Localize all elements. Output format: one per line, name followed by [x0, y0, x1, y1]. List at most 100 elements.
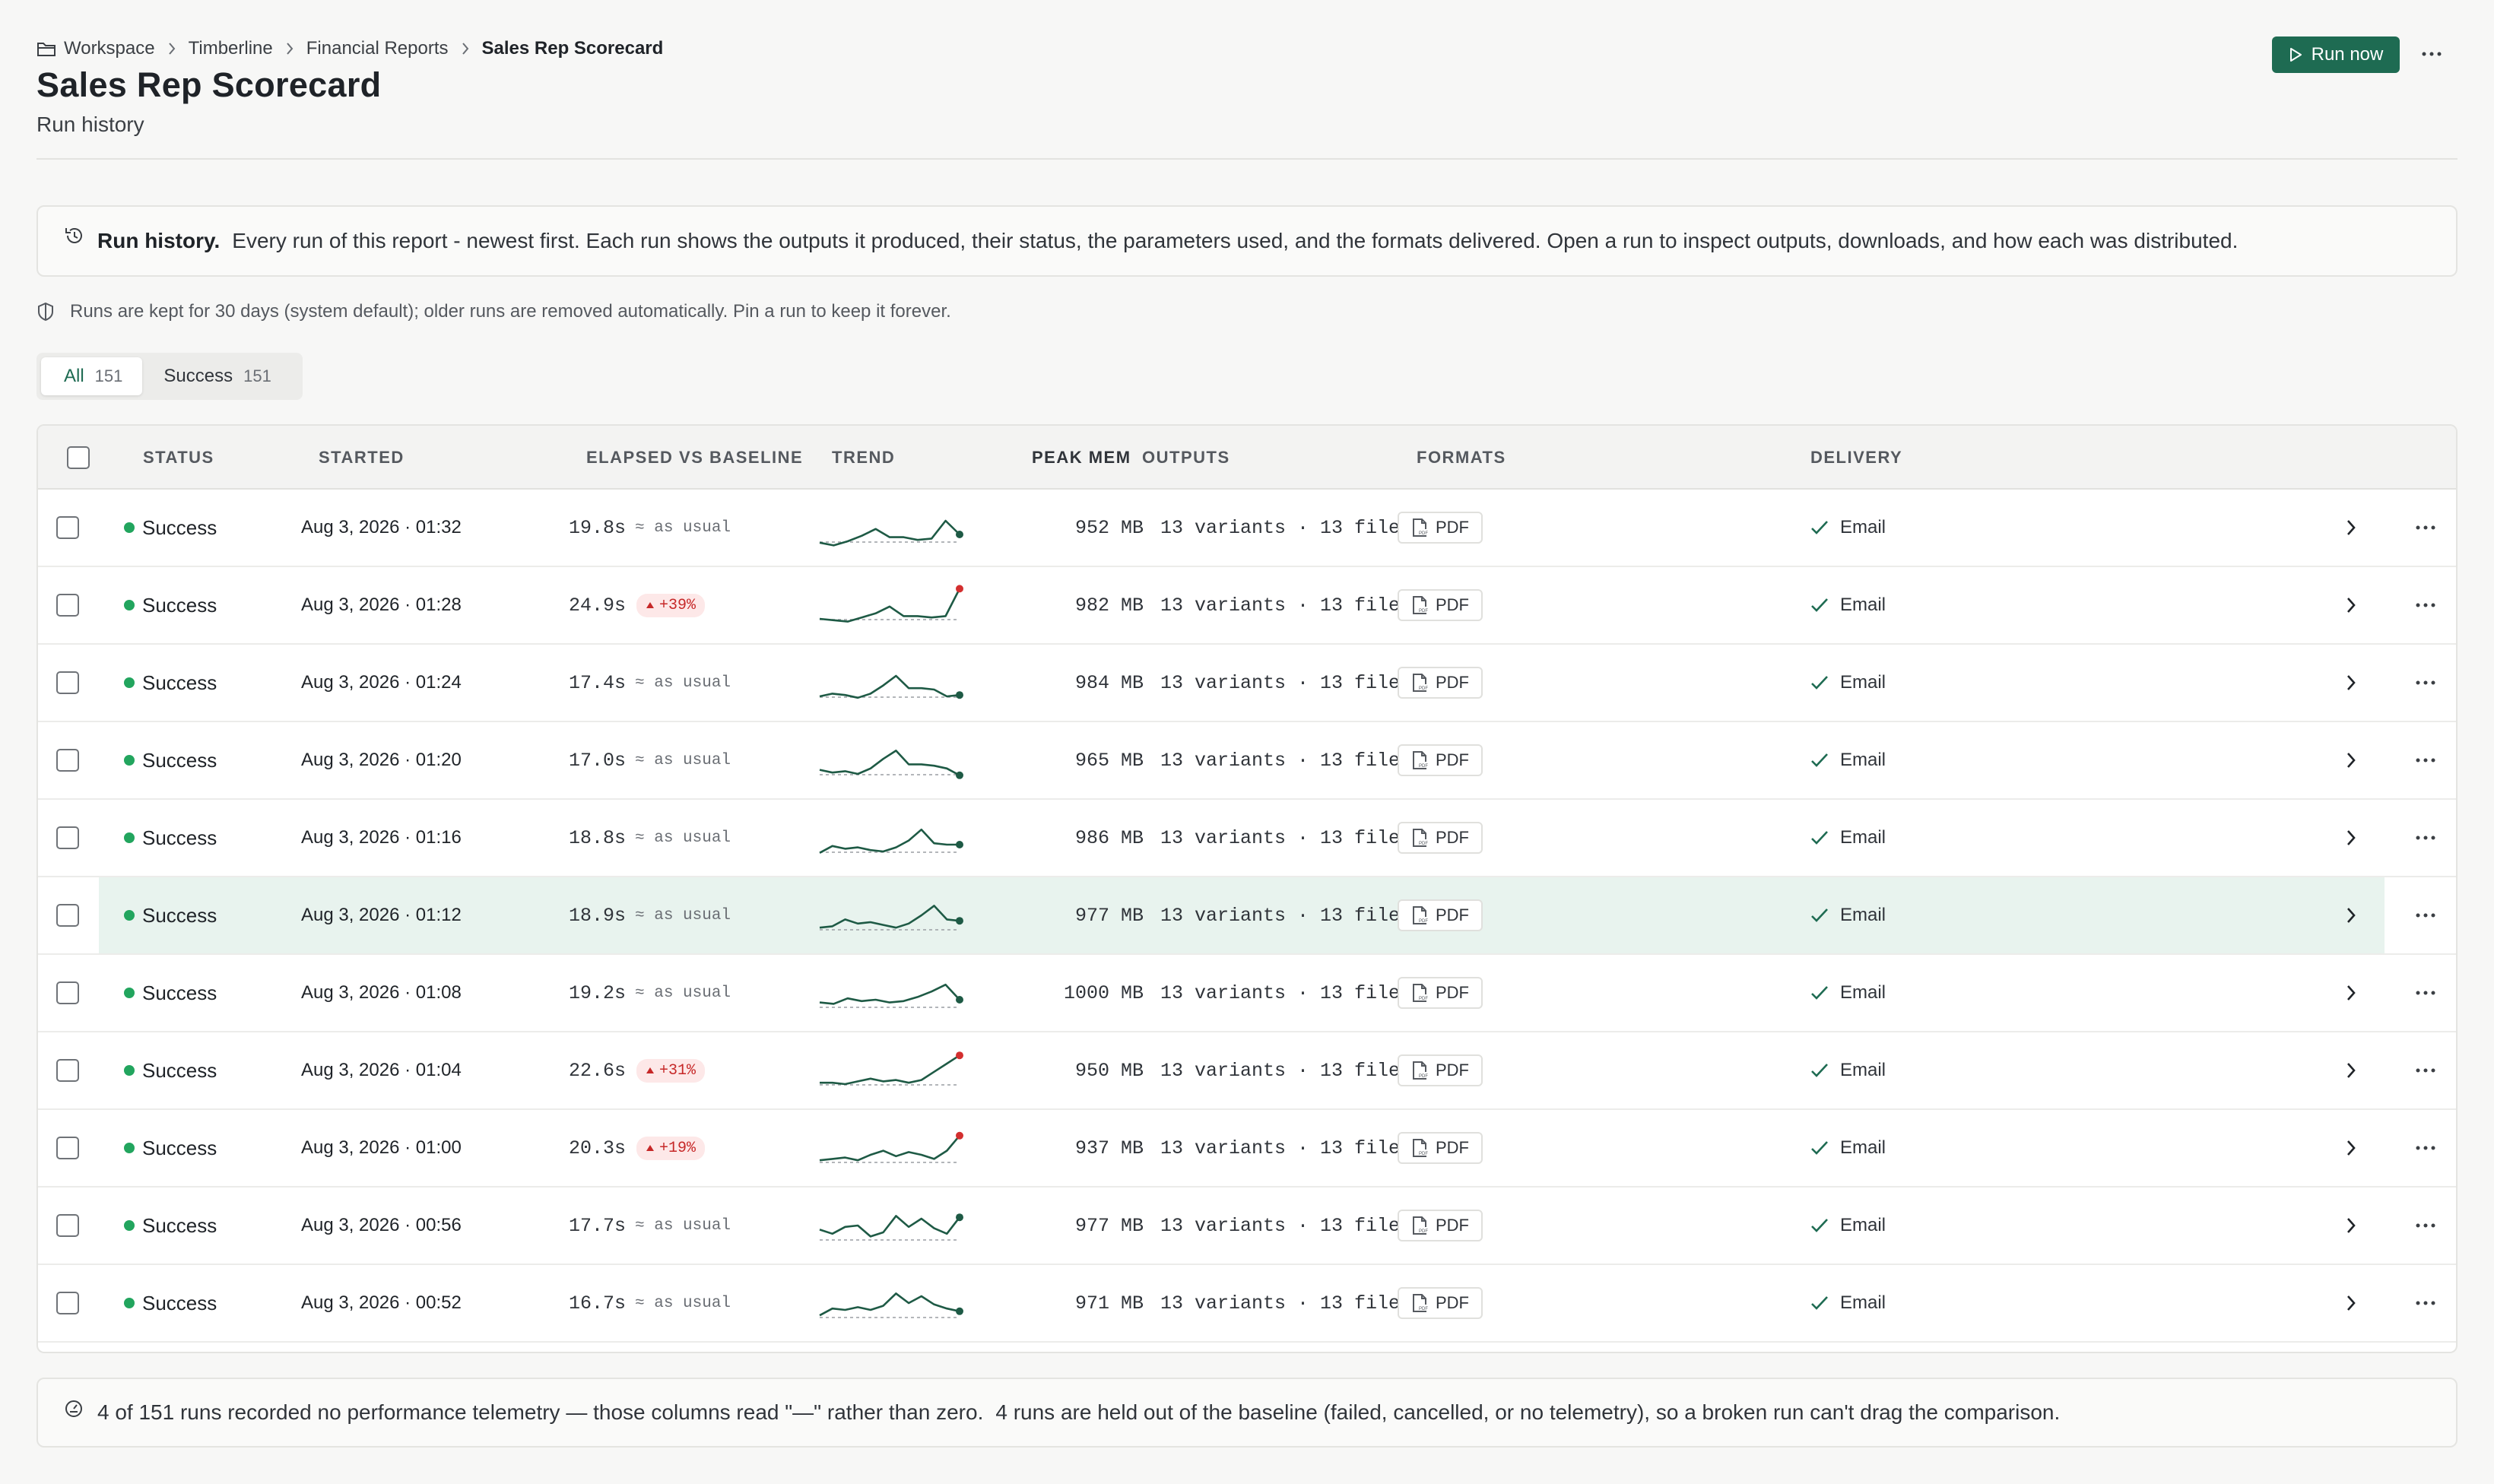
format-chip[interactable]: PDF PDF: [1398, 1132, 1483, 1164]
row-more-button[interactable]: [2415, 567, 2436, 643]
trend-cell: [814, 1265, 966, 1341]
row-checkbox[interactable]: [56, 826, 79, 849]
peak-mem-cell: 986 MB: [1074, 826, 1144, 849]
format-label: PDF: [1436, 673, 1469, 692]
open-run-button[interactable]: [2345, 1265, 2357, 1341]
status-cell: Success: [124, 1188, 217, 1264]
format-chip[interactable]: PDF PDF: [1398, 512, 1483, 544]
format-label: PDF: [1436, 905, 1469, 924]
tab-success[interactable]: Success 151: [142, 357, 292, 395]
table-row[interactable]: Success Aug 3, 2026 · 01:28 24.9s +39% 9…: [38, 567, 2456, 645]
formats-cell: PDF PDF: [1398, 1032, 1483, 1108]
format-chip[interactable]: PDF PDF: [1398, 977, 1483, 1009]
more-options-button[interactable]: [2418, 43, 2445, 65]
breadcrumb-item-timberline[interactable]: Timberline: [188, 38, 273, 59]
open-run-button[interactable]: [2345, 490, 2357, 566]
row-checkbox[interactable]: [56, 516, 79, 539]
table-row[interactable]: Success Aug 3, 2026 · 01:08 19.2s ≈ as u…: [38, 955, 2456, 1032]
open-run-button[interactable]: [2345, 645, 2357, 721]
format-chip[interactable]: PDF PDF: [1398, 1210, 1483, 1241]
open-run-button[interactable]: [2345, 1188, 2357, 1264]
table-row[interactable]: Success Aug 3, 2026 · 01:24 17.4s ≈ as u…: [38, 645, 2456, 722]
column-header-status[interactable]: STATUS: [143, 448, 214, 467]
open-run-button[interactable]: [2345, 800, 2357, 876]
row-more-button[interactable]: [2415, 490, 2436, 566]
tab-all[interactable]: All 151: [41, 357, 143, 395]
row-checkbox[interactable]: [56, 1292, 79, 1314]
table-row[interactable]: Success Aug 3, 2026 · 00:56 17.7s ≈ as u…: [38, 1188, 2456, 1265]
row-checkbox[interactable]: [56, 1214, 79, 1237]
table-row[interactable]: Success Aug 3, 2026 · 01:20 17.0s ≈ as u…: [38, 722, 2456, 800]
format-chip[interactable]: PDF PDF: [1398, 667, 1483, 699]
formats-cell: PDF PDF: [1398, 1265, 1483, 1341]
row-more-button[interactable]: [2415, 877, 2436, 953]
row-more-button[interactable]: [2415, 955, 2436, 1031]
row-checkbox[interactable]: [56, 671, 79, 694]
row-more-button[interactable]: [2415, 1265, 2436, 1341]
row-checkbox[interactable]: [56, 594, 79, 617]
select-all-checkbox[interactable]: [67, 446, 90, 469]
format-chip[interactable]: PDF PDF: [1398, 1054, 1483, 1086]
delivery-label: Email: [1840, 1215, 1886, 1235]
open-run-button[interactable]: [2345, 955, 2357, 1031]
breadcrumb-item-financial-reports[interactable]: Financial Reports: [306, 38, 449, 59]
outputs-cell: 13 variants · 13 files: [1160, 516, 1412, 539]
table-row[interactable]: Success Aug 3, 2026 · 01:12 18.9s ≈ as u…: [38, 877, 2456, 955]
delta-value: +19%: [659, 1139, 696, 1157]
chevron-right-icon: [168, 43, 175, 55]
format-chip[interactable]: PDF PDF: [1398, 1287, 1483, 1319]
started-cell: Aug 3, 2026 · 01:08: [301, 982, 462, 1003]
open-run-button[interactable]: [2345, 722, 2357, 798]
trend-cell: [814, 955, 966, 1031]
delta-badge: ≈ as usual: [635, 674, 731, 692]
trend-cell: [814, 1188, 966, 1264]
column-header-elapsed[interactable]: ELAPSED VS BASELINE: [586, 448, 804, 467]
row-more-button[interactable]: [2415, 1032, 2436, 1108]
format-label: PDF: [1436, 1061, 1469, 1080]
more-horizontal-icon: [2416, 1223, 2435, 1228]
row-checkbox[interactable]: [56, 1059, 79, 1082]
elapsed-value: 22.6s: [569, 1059, 627, 1082]
trend-sparkline: [819, 905, 963, 931]
open-run-button[interactable]: [2345, 567, 2357, 643]
peak-mem-cell: 977 MB: [1074, 904, 1144, 927]
open-run-button[interactable]: [2345, 877, 2357, 953]
formats-cell: PDF PDF: [1398, 490, 1483, 566]
elapsed-cell: 19.2s ≈ as usual: [569, 955, 731, 1031]
status-badge: Success: [142, 671, 217, 694]
row-checkbox[interactable]: [56, 981, 79, 1004]
row-more-button[interactable]: [2415, 645, 2436, 721]
column-header-started[interactable]: STARTED: [319, 448, 405, 467]
format-chip[interactable]: PDF PDF: [1398, 744, 1483, 776]
column-header-peak-mem[interactable]: PEAK MEM: [1032, 448, 1131, 467]
breadcrumb-item-workspace[interactable]: Workspace: [64, 38, 155, 59]
row-more-button[interactable]: [2415, 1188, 2436, 1264]
row-checkbox[interactable]: [56, 1137, 79, 1159]
format-chip[interactable]: PDF PDF: [1398, 899, 1483, 931]
table-row[interactable]: Success Aug 3, 2026 · 00:52 16.7s ≈ as u…: [38, 1265, 2456, 1343]
status-badge: Success: [142, 981, 217, 1004]
elapsed-cell: 17.4s ≈ as usual: [569, 645, 731, 721]
table-row[interactable]: Success Aug 3, 2026 · 01:16 18.8s ≈ as u…: [38, 800, 2456, 877]
open-run-button[interactable]: [2345, 1032, 2357, 1108]
delta-badge: +19%: [636, 1136, 706, 1160]
delivery-cell: Email: [1810, 800, 1886, 876]
elapsed-value: 20.3s: [569, 1137, 627, 1159]
table-row[interactable]: Success Aug 3, 2026 · 01:04 22.6s +31% 9…: [38, 1032, 2456, 1110]
format-chip[interactable]: PDF PDF: [1398, 589, 1483, 621]
pdf-file-icon: PDF: [1413, 596, 1428, 614]
play-icon: [2289, 48, 2302, 62]
table-row[interactable]: Success Aug 3, 2026 · 01:00 20.3s +19% 9…: [38, 1110, 2456, 1188]
row-more-button[interactable]: [2415, 1110, 2436, 1186]
row-checkbox[interactable]: [56, 749, 79, 772]
row-more-button[interactable]: [2415, 800, 2436, 876]
format-chip[interactable]: PDF PDF: [1398, 822, 1483, 854]
run-now-button[interactable]: Run now: [2272, 36, 2400, 73]
trend-latest-point: [956, 771, 963, 779]
delivery-cell: Email: [1810, 490, 1886, 566]
row-checkbox[interactable]: [56, 904, 79, 927]
chevron-right-icon: [2347, 1063, 2356, 1078]
table-row[interactable]: Success Aug 3, 2026 · 01:32 19.8s ≈ as u…: [38, 490, 2456, 567]
open-run-button[interactable]: [2345, 1110, 2357, 1186]
row-more-button[interactable]: [2415, 722, 2436, 798]
